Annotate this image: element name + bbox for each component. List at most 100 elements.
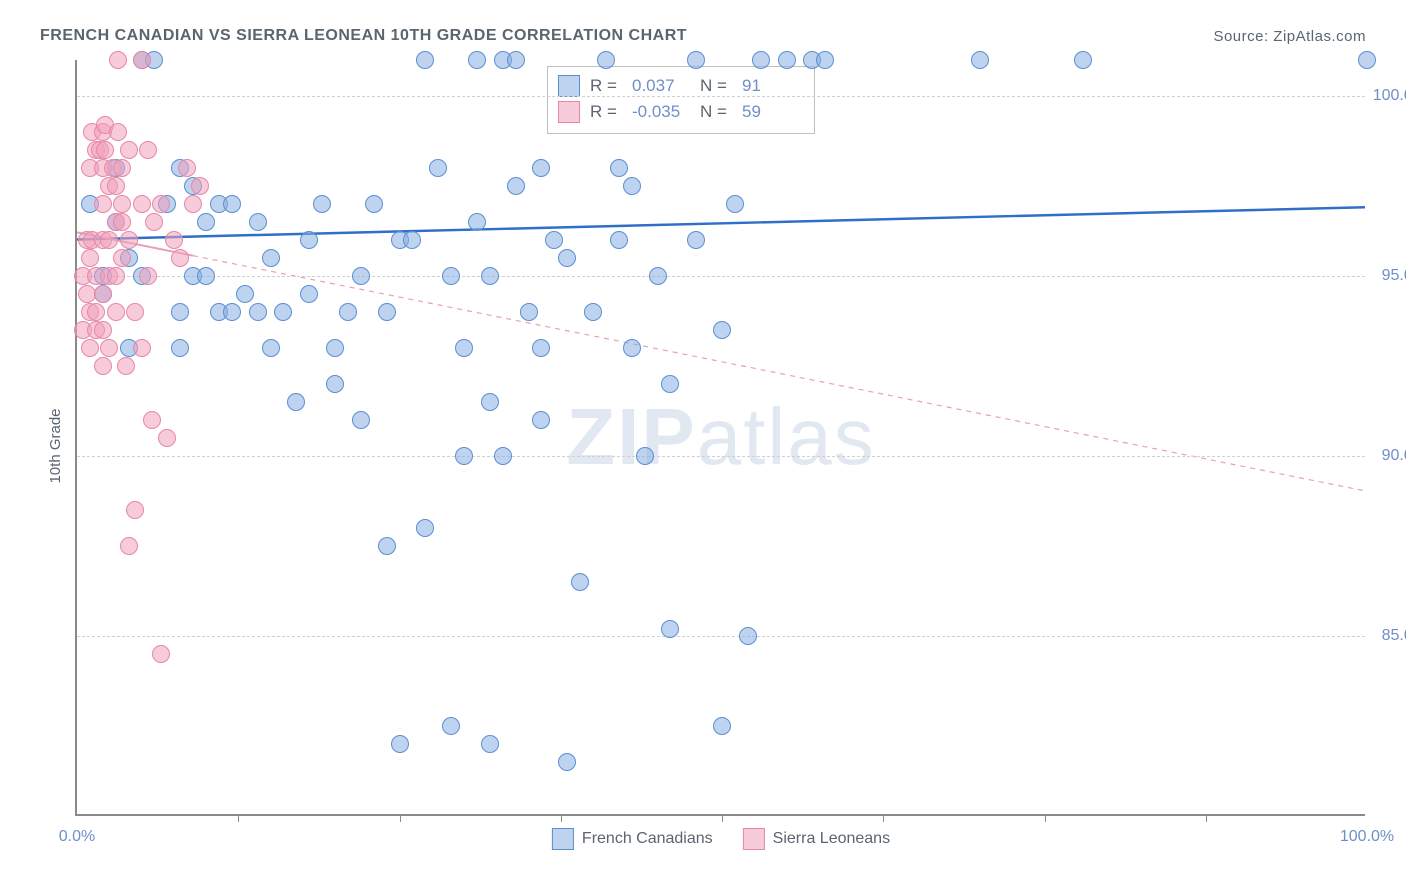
scatter-point (81, 249, 99, 267)
scatter-point (416, 51, 434, 69)
scatter-point (687, 51, 705, 69)
scatter-point (726, 195, 744, 213)
scatter-point (139, 267, 157, 285)
scatter-point (117, 357, 135, 375)
gridline-h (77, 636, 1365, 637)
scatter-point (81, 339, 99, 357)
n-value-1: 59 (742, 102, 800, 122)
scatter-point (139, 141, 157, 159)
scatter-point (558, 753, 576, 771)
scatter-point (584, 303, 602, 321)
scatter-point (313, 195, 331, 213)
swatch-series-1 (558, 101, 580, 123)
scatter-point (455, 339, 473, 357)
n-label: N = (700, 76, 732, 96)
scatter-point (610, 159, 628, 177)
scatter-point (113, 195, 131, 213)
scatter-point (249, 213, 267, 231)
watermark-prefix: ZIP (566, 392, 696, 481)
scatter-point (223, 195, 241, 213)
scatter-point (339, 303, 357, 321)
scatter-point (391, 735, 409, 753)
scatter-point (481, 393, 499, 411)
scatter-point (532, 159, 550, 177)
scatter-point (120, 231, 138, 249)
gridline-h (77, 276, 1365, 277)
legend-swatch-1 (743, 828, 765, 850)
x-minor-tick (883, 814, 884, 822)
scatter-point (971, 51, 989, 69)
title-bar: FRENCH CANADIAN VS SIERRA LEONEAN 10TH G… (40, 24, 1366, 48)
scatter-point (223, 303, 241, 321)
scatter-point (1074, 51, 1092, 69)
scatter-point (468, 51, 486, 69)
scatter-point (120, 141, 138, 159)
scatter-point (468, 213, 486, 231)
n-label: N = (700, 102, 732, 122)
scatter-point (326, 339, 344, 357)
scatter-point (378, 303, 396, 321)
scatter-point (365, 195, 383, 213)
stats-row-1: R = -0.035 N = 59 (558, 99, 800, 125)
scatter-point (94, 321, 112, 339)
scatter-point (133, 195, 151, 213)
scatter-point (352, 411, 370, 429)
scatter-point (262, 339, 280, 357)
r-value-1: -0.035 (632, 102, 690, 122)
scatter-point (507, 177, 525, 195)
plot-area: ZIPatlas R = 0.037 N = 91 R = -0.035 N =… (75, 60, 1365, 816)
scatter-point (442, 267, 460, 285)
scatter-point (113, 249, 131, 267)
x-tick-label: 100.0% (1340, 828, 1394, 846)
gridline-h (77, 456, 1365, 457)
chart-title: FRENCH CANADIAN VS SIERRA LEONEAN 10TH G… (40, 27, 687, 45)
scatter-point (597, 51, 615, 69)
scatter-point (109, 123, 127, 141)
scatter-point (571, 573, 589, 591)
scatter-point (352, 267, 370, 285)
scatter-point (107, 267, 125, 285)
y-tick-label: 85.0% (1382, 627, 1406, 645)
scatter-point (713, 321, 731, 339)
scatter-point (300, 231, 318, 249)
scatter-point (532, 411, 550, 429)
r-label: R = (590, 76, 622, 96)
gridline-h (77, 96, 1365, 97)
legend-item-0: French Canadians (552, 828, 713, 850)
x-minor-tick (238, 814, 239, 822)
swatch-series-0 (558, 75, 580, 97)
scatter-point (403, 231, 421, 249)
y-tick-label: 90.0% (1382, 447, 1406, 465)
scatter-point (326, 375, 344, 393)
scatter-point (713, 717, 731, 735)
scatter-point (126, 303, 144, 321)
scatter-point (178, 159, 196, 177)
n-value-0: 91 (742, 76, 800, 96)
y-tick-label: 100.0% (1373, 87, 1406, 105)
y-axis-label: 10th Grade (47, 408, 64, 483)
scatter-point (816, 51, 834, 69)
scatter-point (739, 627, 757, 645)
scatter-point (558, 249, 576, 267)
scatter-point (184, 195, 202, 213)
r-label: R = (590, 102, 622, 122)
scatter-point (171, 249, 189, 267)
scatter-point (113, 159, 131, 177)
legend-item-1: Sierra Leoneans (743, 828, 890, 850)
scatter-point (100, 231, 118, 249)
scatter-point (623, 339, 641, 357)
scatter-point (429, 159, 447, 177)
scatter-point (661, 375, 679, 393)
scatter-point (126, 501, 144, 519)
scatter-point (152, 195, 170, 213)
scatter-point (158, 429, 176, 447)
scatter-point (143, 411, 161, 429)
scatter-point (442, 717, 460, 735)
scatter-point (752, 51, 770, 69)
scatter-point (96, 141, 114, 159)
scatter-point (455, 447, 473, 465)
source-link[interactable]: Source: ZipAtlas.com (1213, 28, 1366, 45)
scatter-point (610, 231, 628, 249)
scatter-point (100, 339, 118, 357)
scatter-point (236, 285, 254, 303)
